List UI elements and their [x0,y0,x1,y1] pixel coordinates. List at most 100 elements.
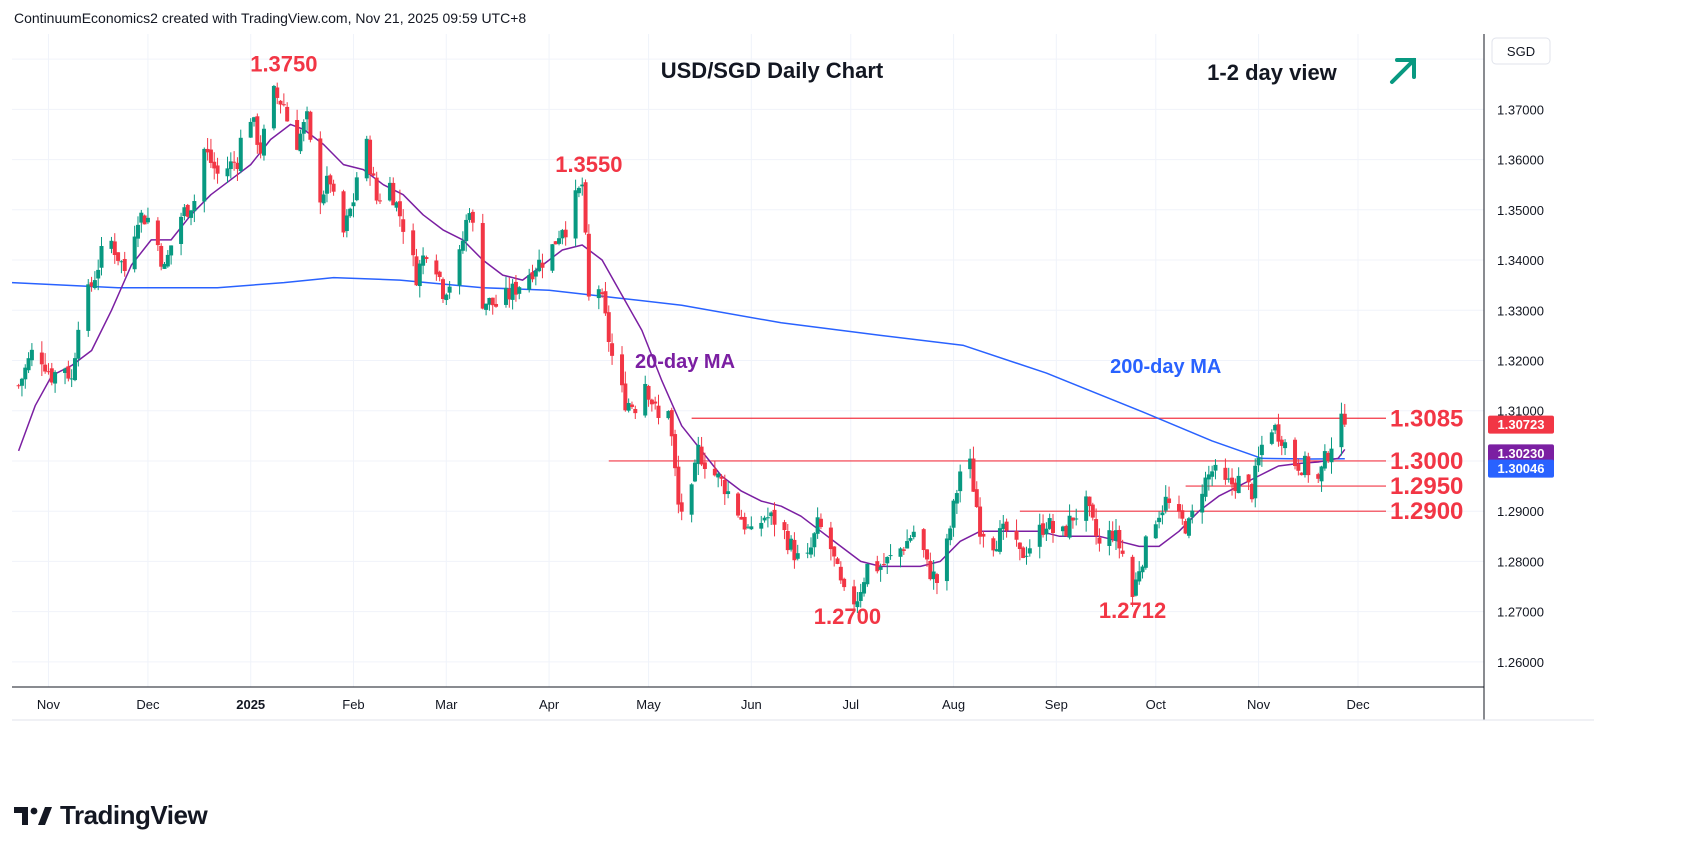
candle-body [1087,496,1092,507]
candle-body [772,509,777,525]
candle-body [855,601,860,608]
candle-body [759,522,764,529]
candle-body [835,558,840,564]
candle-body [580,184,585,187]
candle-body [765,517,770,519]
candle-body [1014,530,1019,540]
candle-body [447,286,452,293]
candle-body [1001,523,1006,529]
tradingview-logo-icon [14,806,52,825]
candle-body [464,219,469,242]
candle-body [971,458,976,492]
candle-body [235,162,240,170]
candle-body [537,259,542,272]
candle-body [1064,525,1069,537]
candle-body [1186,518,1191,536]
x-tick-label: 2025 [236,697,265,712]
candle-body [649,399,654,405]
candle-body [669,410,674,437]
candle-body [792,539,797,561]
y-tick-label: 1.36000 [1497,153,1544,168]
candle-body [49,368,54,383]
candle-body [112,241,117,255]
candle-body [1017,542,1022,550]
candle-body [1342,413,1347,425]
candle-body [573,190,578,239]
candle-body [494,303,499,307]
candle-body [470,211,475,223]
candle-body [603,291,608,314]
candle-body [1024,555,1029,557]
candle-body [968,458,973,470]
candle-body [1326,452,1331,461]
candle-body [527,275,532,290]
candle-body [1276,424,1281,442]
candle-body [1322,451,1327,469]
candle-body [305,111,310,120]
candle-body [46,371,51,373]
candle-body [1236,475,1241,494]
candle-body [832,546,837,557]
candle-body [1027,548,1032,554]
chart-area[interactable]: 1.3085 1.3000 1.2950 1.2900 20-day MA 200-da… [11,34,1594,774]
candle-body [238,137,243,172]
candle-body [1074,518,1079,520]
chart-labels: 20-day MA 200-day MA 1.3750 1.3550 1.2700 1.2… [250,52,1221,630]
y-tick-label: 1.31000 [1497,404,1544,419]
candle-body [954,493,959,504]
candle-body [517,287,522,294]
y-tick-label: 1.29000 [1497,504,1544,519]
candle-body [583,182,588,233]
y-tick-label: 1.28000 [1497,554,1544,569]
candle-body [1037,524,1042,547]
x-tick-label: Jul [842,697,859,712]
candle-body [600,292,605,295]
candle-body [808,547,813,555]
candle-body [182,207,187,217]
level-label: 1.3085 [1390,405,1463,432]
candle-body [643,383,648,416]
candle-body [424,257,429,260]
candle-body [484,303,489,310]
candle-body [159,245,164,267]
candle-body [258,142,263,154]
candle-body [679,502,684,512]
candle-body [437,271,442,278]
candle-body [716,473,721,478]
candle-body [298,133,303,152]
candle-body [1140,566,1145,573]
candle-body [192,201,197,212]
y-tick-label: 1.37000 [1497,102,1544,117]
y-tick-label: 1.27000 [1497,605,1544,620]
candle-body [623,383,628,411]
candle-body [928,560,933,580]
candle-body [116,252,121,261]
candle-body [696,444,701,464]
candle-body [142,215,147,225]
candle-body [487,297,492,305]
candle-body [1090,504,1095,518]
chart-subtitle: 1-2 day view [1207,60,1338,85]
candle-body [1319,466,1324,482]
y-tick-label: 1.33000 [1497,303,1544,318]
x-tick-label: Apr [539,697,560,712]
candle-body [440,279,445,300]
candle-body [812,533,817,548]
candle-body [852,586,857,605]
candle-body [931,571,936,580]
candle-body [653,401,658,404]
candle-body [162,263,167,269]
price-annotation: 1.3550 [555,152,622,177]
candle-body [1273,424,1278,431]
candle-body [364,138,369,179]
candle-body [391,182,396,206]
candle-body [1117,529,1122,549]
candle-body [905,541,910,549]
axes: 1.260001.270001.280001.290001.300001.310… [12,34,1594,721]
candle-body [1296,463,1301,471]
candle-body [978,506,983,537]
candle-body [1190,510,1195,518]
candle-body [795,553,800,559]
candle-body [255,116,260,145]
